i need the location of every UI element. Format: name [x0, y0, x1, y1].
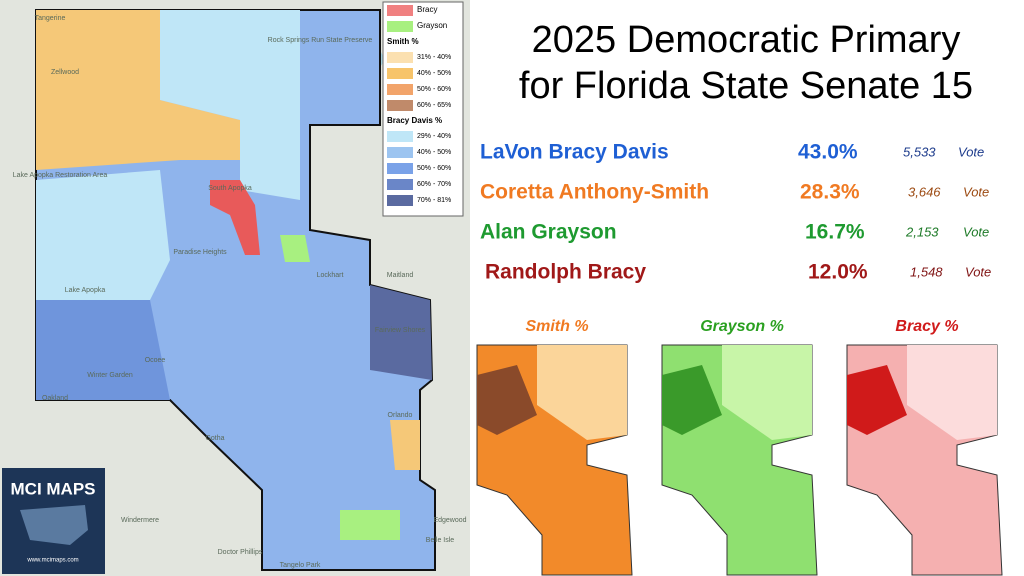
place-label: Rock Springs Run State Preserve [268, 37, 373, 44]
mini-maps: Smith % Grayson % Bracy % [476, 318, 1003, 576]
place-label: South Apopka [208, 185, 252, 192]
legend-label: 31% - 40% [417, 54, 451, 61]
legend-swatch [387, 84, 413, 95]
place-label: Lockhart [317, 272, 344, 279]
mini-map-light [907, 345, 997, 440]
mini-map-dark [662, 365, 722, 435]
candidate-name: Coretta Anthony-Smith [480, 181, 709, 204]
candidate-votes: 3,646 [908, 184, 941, 199]
candidate-percent: 16.7% [805, 221, 865, 244]
mini-map-light [722, 345, 812, 440]
legend-label: 29% - 40% [417, 133, 451, 140]
candidate-name: Alan Grayson [480, 221, 617, 244]
smith-area [36, 10, 240, 170]
legend-swatch [387, 179, 413, 190]
title-line: for Florida State Senate 15 [519, 65, 973, 107]
legend-label: 40% - 50% [417, 70, 451, 77]
grayson-precinct-2 [340, 510, 400, 540]
place-label: Zellwood [51, 69, 79, 76]
results: LaVon Bracy Davis 43.0% 5,533 Vote Coretta A… [480, 141, 991, 284]
place-label: Lake Apopka [65, 287, 106, 294]
legend-label: 50% - 60% [417, 86, 451, 93]
mini-map-title: Grayson % [700, 318, 784, 335]
candidate-percent: 43.0% [798, 141, 858, 164]
bracy-precinct [210, 180, 260, 255]
place-label: Winter Garden [87, 372, 133, 379]
mini-map-title: Smith % [525, 318, 588, 335]
mini-map-dark [477, 365, 537, 435]
place-label: Ocoee [145, 357, 166, 364]
legend-label: 60% - 65% [417, 102, 451, 109]
legend-label: 50% - 60% [417, 165, 451, 172]
place-label: Paradise Heights [173, 249, 227, 256]
legend-label: 40% - 50% [417, 149, 451, 156]
map-labels: Tangerine Zellwood Rock Springs Run State … [13, 15, 467, 569]
legend-label: 70% - 81% [417, 197, 451, 204]
legend-swatch [387, 68, 413, 79]
vote-unit: Vote [963, 224, 989, 239]
place-label: Tangelo Park [280, 562, 321, 569]
vote-unit: Vote [965, 264, 991, 279]
place-label: Maitland [387, 272, 414, 279]
legend-swatch [387, 5, 413, 16]
candidate-name: LaVon Bracy Davis [480, 141, 669, 164]
place-label: Orlando [388, 412, 413, 419]
legend-swatch [387, 21, 413, 32]
candidate-votes: 1,548 [910, 264, 943, 279]
vote-unit: Vote [958, 144, 984, 159]
logo-title: MCI MAPS [11, 479, 96, 498]
legend-label: Grayson [417, 21, 447, 30]
place-label: Belle Isle [426, 537, 455, 544]
north-area [160, 10, 300, 200]
place-label: Fairview Shores [375, 327, 426, 334]
mini-map-dark [847, 365, 907, 435]
legend-swatch [387, 163, 413, 174]
lake-apopka-area [36, 170, 170, 300]
legend-swatch [387, 100, 413, 111]
logo-url: www.mcimaps.com [26, 558, 78, 564]
candidate-percent: 12.0% [808, 261, 868, 284]
candidate-name: Randolph Bracy [485, 261, 646, 284]
legend-swatch [387, 52, 413, 63]
legend-swatch [387, 147, 413, 158]
legend: Bracy Grayson Smith % 31% - 40% 40% - 50% 50%… [387, 5, 451, 206]
vote-unit: Vote [963, 184, 989, 199]
place-label: Gotha [205, 435, 224, 442]
legend-label: Bracy [417, 5, 437, 14]
candidate-votes: 5,533 [903, 144, 936, 159]
east-area [370, 285, 432, 380]
mini-map-light [537, 345, 627, 440]
mini-map-title: Bracy % [895, 318, 958, 335]
logo-map [20, 505, 88, 545]
grayson-precinct [280, 235, 310, 262]
legend-swatch [387, 131, 413, 142]
place-label: Doctor Phillips [218, 549, 263, 556]
legend-group-title: Smith % [387, 37, 419, 46]
title-line: 2025 Democratic Primary [532, 19, 961, 61]
legend-group-title: Bracy Davis % [387, 116, 442, 125]
legend-swatch [387, 195, 413, 206]
place-label: Lake Apopka Restoration Area [13, 172, 108, 179]
candidate-votes: 2,153 [905, 224, 939, 239]
place-label: Tangerine [35, 15, 66, 22]
place-label: Windermere [121, 517, 159, 524]
candidate-percent: 28.3% [800, 181, 860, 204]
place-label: Oakland [42, 395, 68, 402]
place-label: Edgewood [433, 517, 466, 524]
west-area [36, 300, 170, 400]
legend-label: 60% - 70% [417, 181, 451, 188]
smith-precinct [390, 420, 420, 470]
